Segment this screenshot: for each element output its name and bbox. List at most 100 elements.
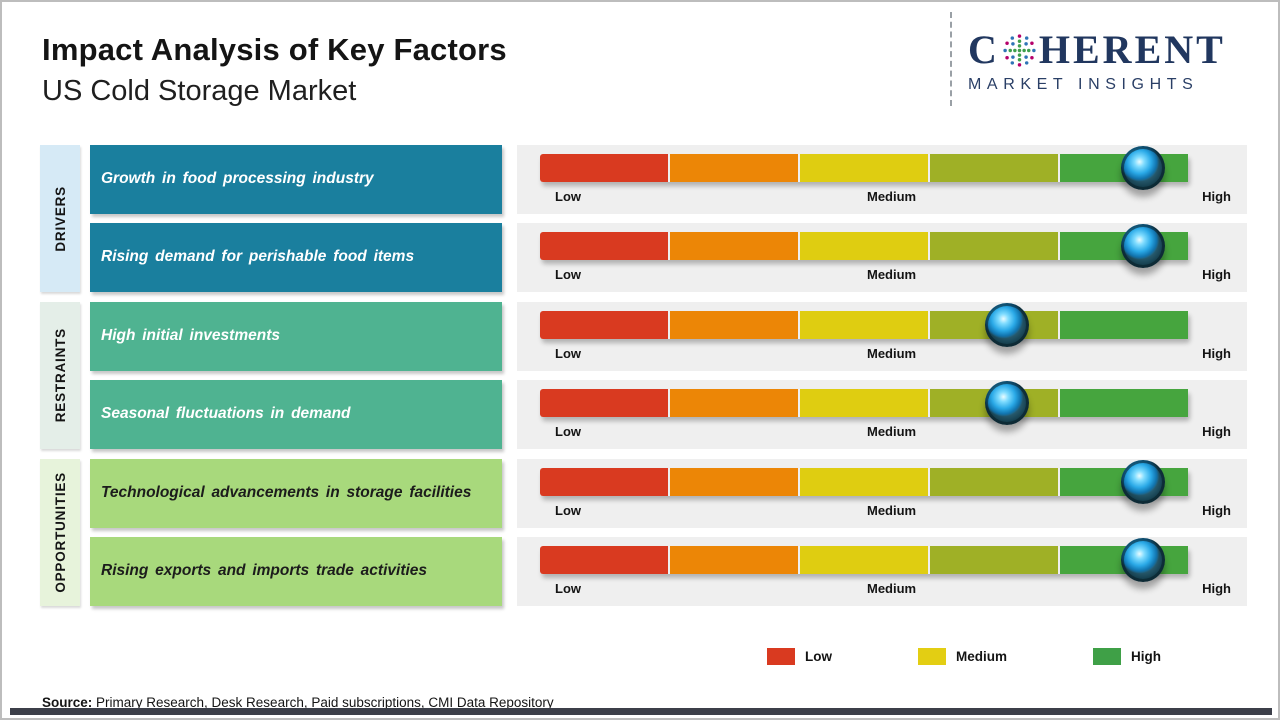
legend-item: Medium [918,648,1007,665]
factor-row: Growth in food processing industry Low Me… [90,145,1247,214]
impact-panel: Low Medium High [517,459,1247,528]
scale-labels: Low Medium High [540,182,1231,204]
scale-segment [800,232,928,260]
scale-labels: Low Medium High [540,417,1231,439]
impact-marker [1120,224,1165,268]
legend-label: Low [805,649,832,664]
scale-label: High [1202,581,1231,596]
legend-swatch-icon [1093,648,1122,665]
impact-panel: Low Medium High [517,537,1247,606]
factor-box: High initial investments [90,302,502,371]
factor-label: Technological advancements in storage fa… [101,484,472,502]
scale-label: Low [555,581,581,596]
impact-marker [984,303,1029,347]
scale-labels: Low Medium High [540,496,1231,518]
dotted-globe-icon [1001,32,1038,69]
impact-bar [540,538,1188,582]
category-group: OPPORTUNITIES Technological advancements… [40,459,1247,606]
factor-groups: DRIVERS Growth in food processing indust… [40,145,1247,606]
scale-segment [540,311,668,339]
brand-wordmark: C [968,26,1264,73]
category-tab: RESTRAINTS [40,302,80,449]
scale-segment [540,468,668,496]
factor-box: Rising exports and imports trade activit… [90,537,502,606]
category-label: RESTRAINTS [52,328,68,423]
scale-segment [800,546,928,574]
impact-bar [540,146,1188,190]
scale-segment [540,389,668,417]
scale-segment [540,232,668,260]
page-subtitle: US Cold Storage Market [42,75,357,107]
scale-label: Medium [866,581,917,596]
brand-logo: C [968,26,1264,94]
factor-label: Rising demand for perishable food items [101,248,415,266]
category-tab: DRIVERS [40,145,80,292]
legend: Low Medium High [767,648,1161,665]
scale-label: Low [555,503,581,518]
brand-letter: C [968,27,1000,72]
source-text: Primary Research, Desk Research, Paid su… [92,695,554,710]
group-rows: Growth in food processing industry Low Me… [90,145,1247,292]
impact-panel: Low Medium High [517,145,1247,214]
scale-labels: Low Medium High [540,339,1231,361]
impact-marker [984,381,1029,425]
scale-label: Medium [866,267,917,282]
impact-bar [540,224,1188,268]
scale-segment [930,468,1058,496]
factor-row: High initial investments Low Medium High [90,302,1247,371]
scale-segment [800,389,928,417]
legend-label: Medium [956,649,1008,664]
impact-marker [1120,460,1165,504]
scale-label: High [1202,503,1231,518]
category-label: OPPORTUNITIES [52,472,68,593]
source-note: Source: Primary Research, Desk Research,… [42,695,554,710]
category-group: DRIVERS Growth in food processing indust… [40,145,1247,292]
scale-segment [800,154,928,182]
scale-label: High [1202,267,1231,282]
factor-box: Technological advancements in storage fa… [90,459,502,528]
scale-segment [670,311,798,339]
scale-label: High [1202,346,1231,361]
factor-box: Growth in food processing industry [90,145,502,214]
scale-label: Medium [866,346,917,361]
scale-segment [670,232,798,260]
group-rows: Technological advancements in storage fa… [90,459,1247,606]
footer-bar [10,708,1272,715]
factor-label: Growth in food processing industry [101,170,374,188]
impact-bar [540,303,1188,347]
group-rows: High initial investments Low Medium High S… [90,302,1247,449]
factor-row: Seasonal fluctuations in demand Low Mediu… [90,380,1247,449]
factor-row: Rising demand for perishable food items … [90,223,1247,292]
impact-panel: Low Medium High [517,380,1247,449]
impact-marker [1120,538,1165,582]
scale-segment [800,468,928,496]
scale-segment [540,154,668,182]
source-prefix: Source: [42,695,93,710]
title-block: Impact Analysis of Key Factors US Cold S… [42,32,507,108]
scale-segment [930,232,1058,260]
brand-tagline: MARKET INSIGHTS [968,76,1199,93]
impact-panel: Low Medium High [517,223,1247,292]
scale-segment [930,154,1058,182]
legend-swatch-icon [767,648,795,665]
impact-bar [540,460,1188,504]
scale-label: Medium [866,189,917,204]
page-title: Impact Analysis of Key Factors [42,32,507,67]
scale-segment [670,546,798,574]
scale-label: High [1202,189,1231,204]
impact-panel: Low Medium High [517,302,1247,371]
scale-segment [930,546,1058,574]
scale-label: High [1202,424,1231,439]
scale-label: Low [555,189,581,204]
scale-label: Low [555,424,581,439]
scale-label: Medium [866,503,917,518]
scale-segment [670,468,798,496]
brand-rest: HERENT [1038,27,1226,72]
category-group: RESTRAINTS High initial investments Low M… [40,302,1247,449]
legend-item: High [1093,648,1161,665]
scale-segment [670,154,798,182]
factor-label: High initial investments [101,327,280,345]
legend-label: High [1131,649,1162,664]
factor-box: Seasonal fluctuations in demand [90,380,502,449]
